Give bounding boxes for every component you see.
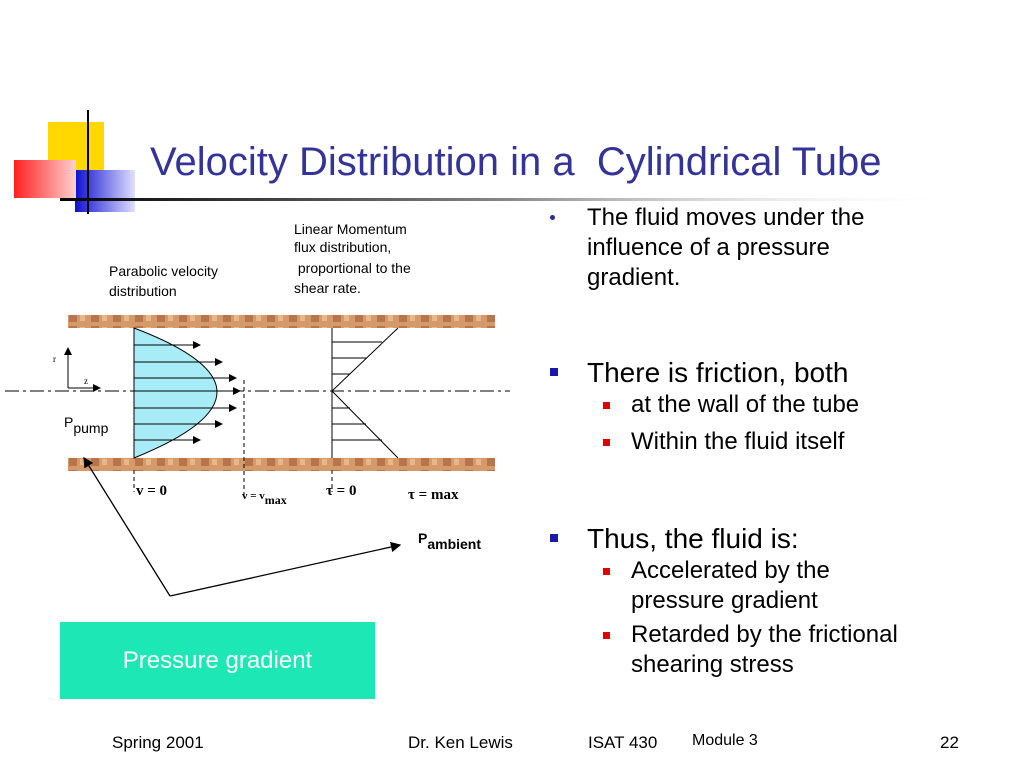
- p-pump: Ppump: [64, 414, 109, 436]
- bullet: The fluid moves under the influence of a…: [550, 203, 927, 293]
- v-zero: v = 0: [136, 483, 167, 499]
- guide-lines: [133, 380, 333, 498]
- shear-profile: [331, 327, 399, 459]
- title: Velocity Distribution in a Cylindrical T…: [150, 140, 882, 184]
- pipe-wall: [68, 315, 495, 328]
- tau-max: τ = max: [408, 487, 459, 503]
- pressure-arrows: [83, 456, 402, 597]
- symbol: P: [64, 414, 73, 430]
- momentum-label: flux distribution,: [294, 239, 391, 255]
- pipe-wall: [68, 458, 495, 471]
- sub-bullet: at the wall of the tube: [603, 390, 951, 420]
- momentum-label: Linear Momentum: [294, 221, 407, 237]
- axis-label: r: [53, 354, 56, 364]
- main: v = v: [242, 490, 265, 502]
- footer-page: 22: [940, 733, 959, 752]
- tau-zero: τ = 0: [326, 483, 356, 499]
- velocity-arrows: [134, 341, 241, 444]
- axis-label: z: [84, 376, 88, 386]
- footer-date: Spring 2001: [112, 733, 204, 752]
- subscript: max: [265, 493, 287, 507]
- velocity-label: distribution: [109, 283, 177, 299]
- bullet: There is friction, both: [587, 357, 849, 388]
- callout: Pressure gradient: [60, 622, 375, 699]
- velocity-profile: [133, 327, 218, 459]
- momentum-label: proportional to the: [294, 260, 411, 276]
- bullet-group: There is friction, both at the wall of t…: [550, 356, 987, 457]
- bullet-group: Thus, the fluid is: Accelerated by the p…: [550, 522, 987, 680]
- momentum-label: shear rate.: [294, 280, 361, 296]
- subscript: ambient: [427, 536, 481, 552]
- axes: [64, 347, 101, 392]
- footer-author: Dr. Ken Lewis: [408, 733, 513, 752]
- velocity-label: Parabolic velocity: [109, 263, 218, 279]
- sub-bullet: Retarded by the frictional shearing stre…: [603, 620, 961, 680]
- p-ambient: Pambient: [418, 530, 481, 552]
- footer-course: ISAT 430: [588, 733, 658, 752]
- bullet: Thus, the fluid is:: [587, 523, 799, 554]
- symbol: P: [418, 530, 427, 546]
- logo: [14, 110, 960, 214]
- subscript: pump: [73, 420, 108, 436]
- sub-bullet: Within the fluid itself: [603, 427, 951, 457]
- v-max: v = vmax: [242, 490, 287, 507]
- footer-module: Module 3: [692, 732, 758, 749]
- sub-bullet: Accelerated by the pressure gradient: [603, 556, 891, 616]
